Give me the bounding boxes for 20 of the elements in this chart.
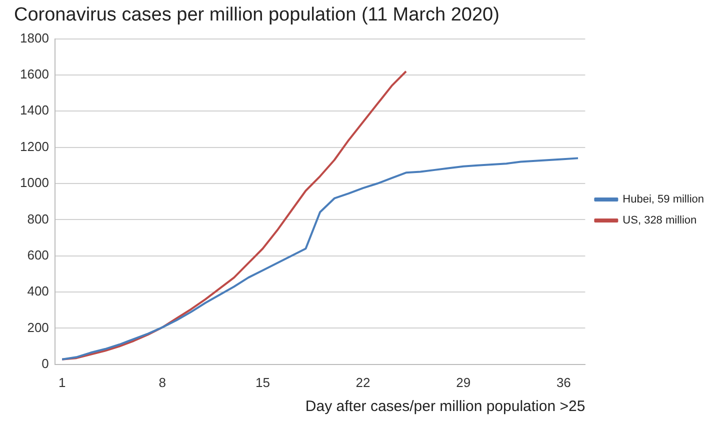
y-tick-label: 400 (27, 284, 49, 299)
y-tick-label: 1400 (20, 102, 49, 118)
legend-label: Hubei, 59 million (622, 194, 704, 206)
x-tick-label: 8 (158, 374, 166, 390)
x-tick-label: 1 (58, 374, 66, 390)
y-tick-label: 600 (27, 247, 49, 262)
y-tick-label: 1800 (20, 30, 49, 46)
chart-title: Coronavirus cases per million population (11 March 2020) (14, 4, 500, 26)
x-tick-label: 15 (255, 374, 270, 390)
y-tick-label: 200 (27, 320, 49, 335)
x-axis-title: Day after cases/per million population >25 (305, 398, 586, 416)
y-tick-label: 800 (27, 211, 49, 226)
legend-label: US, 328 million (622, 214, 697, 227)
x-tick-label: 22 (356, 374, 370, 390)
y-tick-label: 0 (42, 356, 49, 371)
y-tick-label: 1000 (20, 175, 49, 190)
y-tick-label: 1200 (20, 138, 49, 154)
x-tick-label: 36 (556, 374, 571, 390)
y-tick-label: 1600 (20, 66, 49, 82)
x-tick-label: 29 (456, 374, 471, 390)
